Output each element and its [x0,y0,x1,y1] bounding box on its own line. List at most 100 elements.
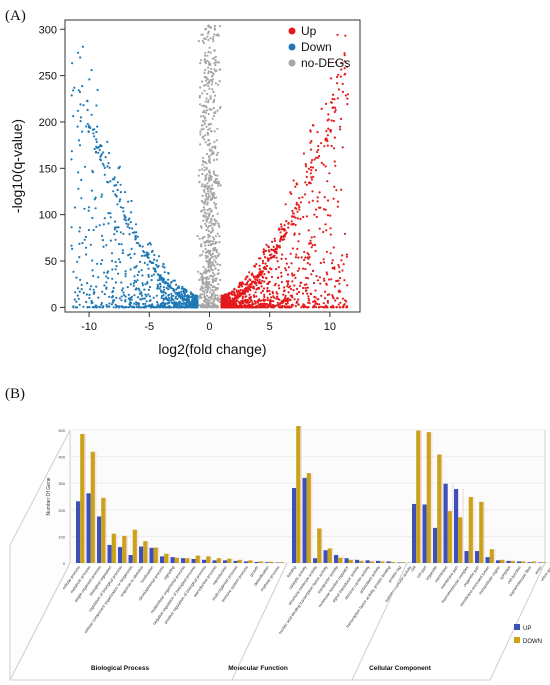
data-point [292,212,295,215]
data-point [91,306,94,309]
data-point [191,303,194,306]
data-point [273,237,276,240]
data-point [273,296,276,299]
bar-up [506,560,511,563]
plot-frame [64,19,361,313]
data-point [309,239,312,242]
data-point [216,212,219,215]
data-point [193,305,196,308]
data-point [108,305,111,308]
data-point [90,299,93,303]
data-point [133,279,136,282]
data-point [309,182,312,185]
data-point [167,299,171,302]
data-point [159,277,162,280]
data-point [116,181,119,184]
bar-up [86,493,91,563]
data-point [103,293,106,296]
data-point [103,166,106,169]
data-point [110,252,114,255]
data-point [209,95,212,98]
data-point [107,151,111,155]
data-point [209,130,213,133]
data-point [216,109,219,112]
data-point [207,170,211,173]
data-point [107,222,110,225]
data-point [169,285,172,288]
bar-down [164,553,169,563]
data-point [277,228,281,231]
data-point [326,180,329,183]
data-point [76,287,80,290]
x-axis-label: log2(fold change) [158,341,266,357]
data-point [270,275,274,279]
data-point [305,183,308,186]
data-point [213,99,216,102]
data-point [246,275,249,278]
data-point [287,226,290,229]
data-point [271,290,274,293]
data-point [326,299,329,303]
data-point [280,225,283,228]
data-point [288,285,292,288]
data-point [332,297,335,300]
data-point [200,199,203,203]
data-point [309,130,312,133]
data-point [146,243,150,246]
data-point [216,83,220,86]
data-point [95,225,98,228]
data-point [288,299,291,302]
data-point [298,208,301,211]
data-point [261,289,264,293]
data-point [206,152,209,156]
data-point [325,250,328,253]
data-point [270,268,273,271]
data-point [332,119,335,123]
data-point [275,268,278,271]
bar-shadow [525,561,527,563]
data-point [256,274,259,277]
data-point [307,295,310,298]
data-point [303,258,306,262]
data-point [189,301,192,304]
data-point [76,294,79,297]
data-point [241,295,244,298]
data-point [204,251,207,254]
data-point [93,198,96,201]
data-point [280,280,283,284]
data-point [300,256,303,259]
data-point [314,289,317,292]
data-point [199,133,202,136]
data-point [222,298,225,301]
data-point [210,222,214,225]
data-point [291,274,294,277]
data-point [146,263,149,266]
data-point [165,286,168,289]
data-point [114,281,117,284]
data-point [294,305,297,308]
data-point [263,293,266,296]
data-point [183,291,186,294]
data-point [143,251,146,254]
data-point [303,193,307,196]
data-point [217,33,220,36]
data-point [290,192,293,195]
data-point [314,300,317,304]
data-point [341,82,344,85]
data-point [312,175,315,178]
data-point [297,203,300,207]
data-point [170,306,173,309]
data-point [208,270,211,273]
data-point [204,37,207,41]
data-point [124,300,127,303]
data-point [247,306,250,309]
bar-up [475,551,480,563]
data-point [322,208,326,211]
data-point [101,239,104,242]
data-point [266,299,269,302]
data-point [316,131,319,134]
data-point [150,279,153,282]
data-point [167,294,170,297]
data-point [175,306,178,309]
